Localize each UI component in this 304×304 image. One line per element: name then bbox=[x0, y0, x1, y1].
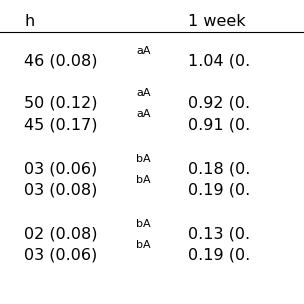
Text: aA: aA bbox=[136, 88, 151, 98]
Text: aA: aA bbox=[136, 46, 151, 56]
Text: bA: bA bbox=[136, 175, 151, 185]
Text: 0.19 (0.: 0.19 (0. bbox=[188, 182, 251, 197]
Text: 1 week: 1 week bbox=[188, 14, 246, 29]
Text: 03 (0.06): 03 (0.06) bbox=[24, 248, 98, 263]
Text: 0.18 (0.: 0.18 (0. bbox=[188, 161, 251, 176]
Text: 0.13 (0.: 0.13 (0. bbox=[188, 226, 250, 241]
Text: h: h bbox=[24, 14, 35, 29]
Text: 0.91 (0.: 0.91 (0. bbox=[188, 117, 251, 132]
Text: 46 (0.08): 46 (0.08) bbox=[24, 53, 98, 68]
Text: 02 (0.08): 02 (0.08) bbox=[24, 226, 98, 241]
Text: bA: bA bbox=[136, 240, 151, 250]
Text: 03 (0.06): 03 (0.06) bbox=[24, 161, 98, 176]
Text: 1.04 (0.: 1.04 (0. bbox=[188, 53, 251, 68]
Text: 03 (0.08): 03 (0.08) bbox=[24, 182, 98, 197]
Text: aA: aA bbox=[136, 109, 151, 119]
Text: 0.92 (0.: 0.92 (0. bbox=[188, 96, 250, 111]
Text: 0.19 (0.: 0.19 (0. bbox=[188, 248, 251, 263]
Text: 45 (0.17): 45 (0.17) bbox=[24, 117, 98, 132]
Text: bA: bA bbox=[136, 219, 151, 229]
Text: bA: bA bbox=[136, 154, 151, 164]
Text: 50 (0.12): 50 (0.12) bbox=[24, 96, 98, 111]
